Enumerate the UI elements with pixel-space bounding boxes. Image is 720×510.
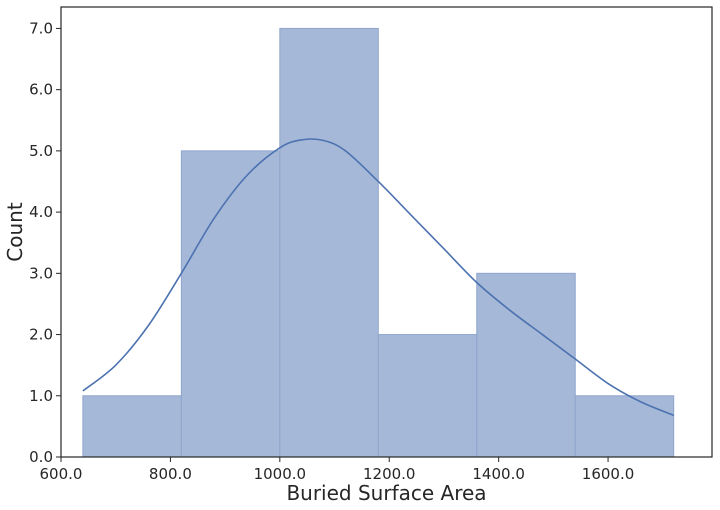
x-axis-label: Buried Surface Area xyxy=(286,481,486,505)
y-tick-label: 4.0 xyxy=(29,203,53,221)
y-tick-label: 6.0 xyxy=(29,81,53,99)
y-axis-ticks: 0.0 1.0 2.0 3.0 4.0 5.0 6.0 7.0 xyxy=(29,19,61,466)
histogram-bar-5 xyxy=(476,272,576,458)
y-tick-label: 1.0 xyxy=(29,387,53,405)
plot-frame xyxy=(60,6,713,458)
y-tick-label: 7.0 xyxy=(29,19,53,37)
y-tick-label: 2.0 xyxy=(29,326,53,344)
x-tick-label: 800.0 xyxy=(149,465,192,483)
histogram-bar-2 xyxy=(180,150,281,458)
y-axis-label: Count xyxy=(3,202,27,262)
x-tick-label: 1000.0 xyxy=(254,465,307,483)
x-tick-label: 1400.0 xyxy=(472,465,525,483)
x-tick-label: 600.0 xyxy=(40,465,83,483)
y-tick-label: 5.0 xyxy=(29,142,53,160)
y-tick-label: 0.0 xyxy=(29,448,53,466)
histogram-bars xyxy=(82,27,675,458)
histogram-bar-3 xyxy=(279,27,379,458)
histogram-bar-1 xyxy=(82,395,182,458)
y-tick-label: 3.0 xyxy=(29,264,53,282)
x-tick-label: 1600.0 xyxy=(582,465,635,483)
histogram-bar-6 xyxy=(574,395,675,458)
x-tick-label: 1200.0 xyxy=(363,465,416,483)
x-axis-ticks: 600.0 800.0 1000.0 1200.0 1400.0 1600.0 xyxy=(40,457,635,483)
kde-curve xyxy=(82,138,675,417)
histogram-bar-4 xyxy=(377,334,478,458)
